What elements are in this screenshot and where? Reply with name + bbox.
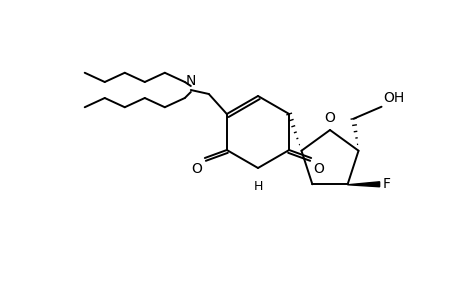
Text: O: O <box>313 162 323 176</box>
Text: O: O <box>324 111 335 125</box>
Text: O: O <box>190 162 202 176</box>
Text: N: N <box>185 74 196 88</box>
Text: H: H <box>253 180 262 193</box>
Text: OH: OH <box>383 91 404 105</box>
Polygon shape <box>347 182 379 187</box>
Text: F: F <box>382 177 390 191</box>
